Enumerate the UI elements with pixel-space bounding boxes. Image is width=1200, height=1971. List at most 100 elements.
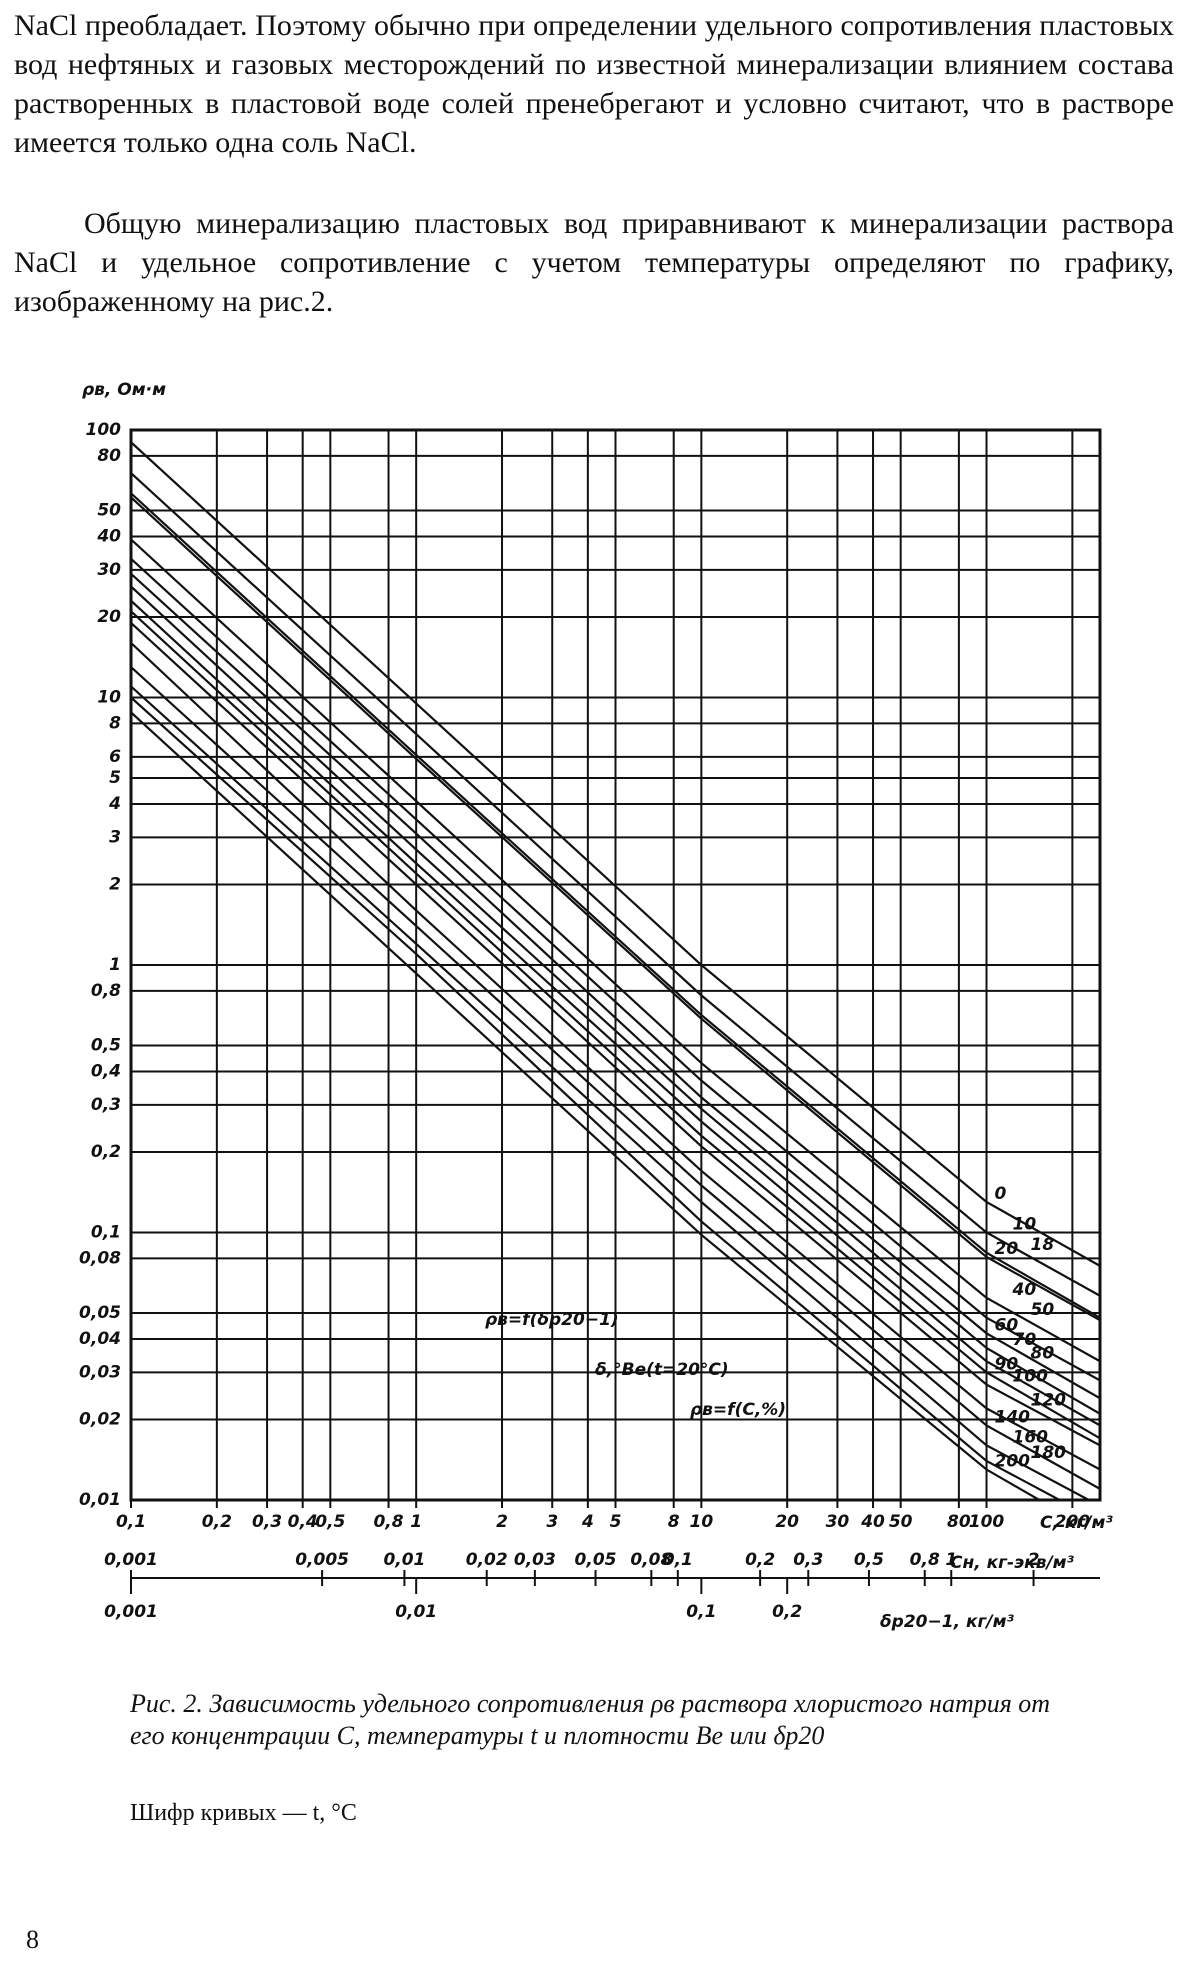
y-tick-label: 0,08 xyxy=(79,1248,121,1268)
curve xyxy=(131,622,1100,1447)
curve-label: 120 xyxy=(1031,1390,1067,1410)
curve-label: 160 xyxy=(1013,1427,1049,1447)
x-tick-label: 2 xyxy=(496,1512,508,1532)
y-tick-label: 0,02 xyxy=(79,1409,121,1429)
curve xyxy=(131,666,1100,1490)
curve-label: 40 xyxy=(1012,1280,1037,1300)
x-tick-label: 10 xyxy=(690,1512,714,1532)
curve xyxy=(131,711,1042,1500)
x2-tick-label: 0,01 xyxy=(383,1550,425,1570)
x3-tick-label: 0,001 xyxy=(104,1602,158,1622)
curve-label: 60 xyxy=(995,1315,1019,1335)
curve xyxy=(131,496,1100,1322)
y-tick-label: 0,4 xyxy=(91,1061,121,1081)
y-tick-label: 1 xyxy=(109,955,121,975)
x-tick-label: 1 xyxy=(410,1512,422,1532)
x3-tick-label: 0,1 xyxy=(686,1602,716,1622)
x-tick-label: 0,3 xyxy=(252,1512,282,1532)
curve xyxy=(131,610,1100,1440)
y-tick-label: 8 xyxy=(109,713,121,733)
x-tick-label: 5 xyxy=(610,1512,622,1532)
y-tick-label: 0,05 xyxy=(79,1303,121,1323)
x2-tick-label: 0,001 xyxy=(104,1550,158,1570)
paragraph: Общую минерализацию пластовых вод прирав… xyxy=(14,207,1174,318)
x-tick-label: 20 xyxy=(775,1512,799,1532)
curve xyxy=(131,642,1100,1471)
y-tick-label: 3 xyxy=(109,827,121,847)
curve xyxy=(131,685,1092,1500)
x-tick-label: 0,4 xyxy=(288,1512,318,1532)
x2-tick-label: 0,05 xyxy=(575,1550,617,1570)
y-tick-label: 0,8 xyxy=(91,981,121,1001)
curve xyxy=(131,441,1100,1267)
curve-label: 0 xyxy=(995,1184,1007,1204)
x2-tick-label: 0,3 xyxy=(793,1550,823,1570)
x2-tick-label: 0,005 xyxy=(295,1550,349,1570)
x2-tick-label: 0,2 xyxy=(745,1550,775,1570)
curve-label: 90 xyxy=(995,1354,1019,1374)
x2-tick-label: 0,8 xyxy=(910,1550,940,1570)
curve xyxy=(131,557,1100,1382)
curve-label: 50 xyxy=(1031,1300,1055,1320)
curve xyxy=(131,585,1100,1415)
x2-axis-label: Cн, кг-экв/м³ xyxy=(950,1553,1075,1573)
y-tick-label: 6 xyxy=(109,747,121,767)
x2-tick-label: 0,03 xyxy=(514,1550,556,1570)
curve-label: 20 xyxy=(995,1239,1019,1259)
curve xyxy=(131,538,1100,1363)
page-number: 8 xyxy=(26,1925,39,1954)
x-tick-label: 100 xyxy=(969,1512,1005,1532)
curve xyxy=(131,599,1100,1427)
curve-label: 10 xyxy=(1013,1215,1037,1235)
y-tick-label: 0,04 xyxy=(79,1329,121,1349)
x-tick-label: 200 xyxy=(1055,1512,1091,1532)
x-tick-label: 80 xyxy=(947,1512,971,1532)
curve xyxy=(131,472,1100,1297)
x-tick-label: 30 xyxy=(826,1512,850,1532)
curve xyxy=(131,492,1100,1319)
x2-tick-label: 0,5 xyxy=(854,1550,884,1570)
plot-frame xyxy=(129,428,1102,1502)
y-tick-label: 4 xyxy=(108,794,121,814)
y-tick-label: 50 xyxy=(97,501,121,521)
x-tick-label: 3 xyxy=(546,1512,558,1532)
x2-tick-label: 0,1 xyxy=(663,1550,693,1570)
y-tick-label: 2 xyxy=(109,874,121,894)
y-tick-label: 0,2 xyxy=(91,1142,121,1162)
y-tick-label: 80 xyxy=(97,446,121,466)
x3-tick-label: 0,2 xyxy=(772,1602,802,1622)
y-tick-label: 0,01 xyxy=(79,1490,121,1510)
x-tick-label: 0,8 xyxy=(373,1512,403,1532)
x-tick-label: 4 xyxy=(581,1512,594,1532)
y-tick-label: 0,3 xyxy=(91,1095,121,1115)
x3-axis-label: δр20−1, кг/м³ xyxy=(880,1612,1014,1632)
y-tick-label: 30 xyxy=(97,560,121,580)
curve-label: 200 xyxy=(995,1452,1031,1472)
y-tick-label: 10 xyxy=(97,688,121,708)
curve xyxy=(131,696,1062,1500)
annotation: δ,°Be(t=20°C) xyxy=(595,1360,729,1380)
y-tick-label: 20 xyxy=(97,607,121,627)
x2-tick-label: 0,02 xyxy=(466,1550,508,1570)
curve-label: 100 xyxy=(1013,1367,1049,1387)
x3-tick-label: 0,01 xyxy=(395,1602,437,1622)
paragraph: NaCl преобладает. Поэтому обычно при опр… xyxy=(14,9,1174,159)
x-tick-label: 0,2 xyxy=(202,1512,232,1532)
x2-tick-label: 0,08 xyxy=(630,1550,672,1570)
curve-label: 80 xyxy=(1031,1343,1055,1363)
y-tick-label: 5 xyxy=(109,768,121,788)
x-tick-label: 40 xyxy=(860,1512,885,1532)
x-tick-label: 50 xyxy=(889,1512,913,1532)
chart: ρв, Ом·м C, кг/м³ Cн, кг-экв/м³ δр20−1, … xyxy=(79,380,1113,1632)
x-tick-label: 0,5 xyxy=(315,1512,345,1532)
figure-caption: Рис. 2. Зависимость удельного сопротивле… xyxy=(130,1689,1051,1750)
y-tick-label: 0,5 xyxy=(91,1036,121,1056)
curve-label: 18 xyxy=(1031,1235,1055,1255)
x-tick-label: 8 xyxy=(668,1512,680,1532)
annotation: ρв=f(C,%) xyxy=(690,1400,786,1420)
curve-label: 140 xyxy=(995,1407,1031,1427)
x-axis-label: C, кг/м³ xyxy=(1040,1513,1113,1533)
x2-tick-label: 1 xyxy=(945,1550,957,1570)
y-tick-label: 100 xyxy=(86,420,122,440)
